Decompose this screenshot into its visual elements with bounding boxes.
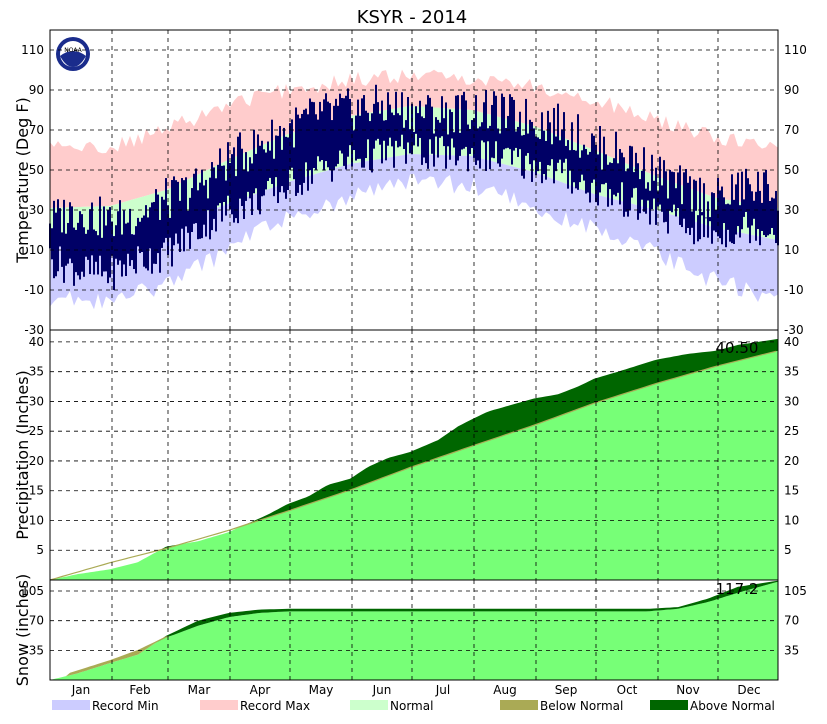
y-tick-label-left: 105 [21, 584, 44, 598]
snow-axis-label: Snow (inches) [13, 574, 32, 686]
legend-swatch [350, 700, 388, 710]
y-tick-label-right: 5 [784, 543, 792, 557]
y-tick-label-left: 35 [29, 365, 44, 379]
precipitation-above-normal [50, 338, 778, 580]
chart-title: KSYR - 2014 [357, 7, 467, 28]
month-label: Dec [737, 683, 760, 697]
y-tick-label-left: 5 [36, 543, 44, 557]
y-tick-label-left: 10 [29, 243, 44, 257]
legend-label: Below Normal [540, 699, 623, 713]
y-tick-label-right: 25 [784, 424, 799, 438]
y-tick-label-right: 30 [784, 394, 799, 408]
precipitation-panel: 40 40 35 35 30 30 25 25 20 20 15 15 10 10 5 5 [29, 329, 799, 581]
y-tick-label-right: 40 [784, 335, 799, 349]
month-label: Mar [188, 683, 211, 697]
legend-swatch [650, 700, 688, 710]
y-tick-label-left: 15 [29, 484, 44, 498]
y-tick-label-right: 70 [784, 614, 799, 628]
y-tick-label-left: 50 [29, 163, 44, 177]
y-tick-label-left: 20 [29, 454, 44, 468]
snow-frame [49, 579, 779, 681]
month-label: Oct [617, 683, 638, 697]
y-tick-label-right: 30 [784, 203, 799, 217]
y-tick-label-right: 20 [784, 454, 799, 468]
y-tick-label-right: 105 [784, 584, 807, 598]
y-tick-label-left: 25 [29, 424, 44, 438]
y-tick-label-right: 15 [784, 484, 799, 498]
month-label: Aug [493, 683, 516, 697]
y-tick-label-right: 110 [784, 43, 807, 57]
y-tick-label-left: 35 [29, 643, 44, 657]
y-tick-label-right: 10 [784, 513, 799, 527]
y-tick-label-right: 70 [784, 123, 799, 137]
month-label: Feb [129, 683, 150, 697]
y-tick-label-right: 50 [784, 163, 799, 177]
y-tick-label-left: 10 [29, 513, 44, 527]
noaa-logo: NOAA [56, 37, 90, 71]
legend-label: Record Min [92, 699, 159, 713]
record-min-band [50, 154, 778, 310]
month-label: May [309, 683, 334, 697]
legend-label: Above Normal [690, 699, 775, 713]
month-label: Jan [71, 683, 91, 697]
precipitation-normal-line [49, 350, 777, 581]
month-label: Jul [435, 683, 450, 697]
temperature-panel: 110 110 90 90 70 70 50 50 30 30 10 10 -10 -10 -30 -30 [21, 29, 807, 337]
y-tick-label-left: -10 [24, 283, 44, 297]
legend: Record Min Record Max Normal Below Normal Ab… [52, 699, 775, 713]
y-tick-label-right: 90 [784, 83, 799, 97]
legend-label: Normal [390, 699, 433, 713]
y-tick-label-right: -10 [784, 283, 804, 297]
precipitation-axis-label: Precipitation (Inches) [13, 370, 32, 540]
precipitation-total-label: 40.50 [716, 339, 759, 357]
temperature-axis-label: Temperature (Deg F) [13, 97, 32, 264]
y-tick-label-left: 110 [21, 43, 44, 57]
y-tick-label-right: 35 [784, 643, 799, 657]
month-label: Nov [676, 683, 699, 697]
y-tick-label-left: 30 [29, 203, 44, 217]
y-tick-label-left: 90 [29, 83, 44, 97]
snow-normal-fill [50, 581, 778, 680]
month-labels: Jan Feb Mar Apr May Jun Jul Aug Sep Oct Nov Dec [71, 683, 761, 697]
month-label: Jun [372, 683, 392, 697]
y-tick-label-left: 70 [29, 614, 44, 628]
month-label: Sep [555, 683, 578, 697]
legend-swatch [500, 700, 538, 710]
legend-label: Record Max [240, 699, 310, 713]
y-tick-label-right: -30 [784, 323, 804, 337]
y-tick-label-left: 70 [29, 123, 44, 137]
y-tick-label-left: 40 [29, 335, 44, 349]
month-label: Apr [250, 683, 271, 697]
observed-temperature-series [49, 84, 779, 290]
noaa-logo-text: NOAA [64, 47, 82, 54]
y-tick-label-left: -30 [24, 323, 44, 337]
legend-swatch [52, 700, 90, 710]
y-tick-label-right: 35 [784, 365, 799, 379]
snow-panel: 105 105 70 70 35 35 [21, 579, 807, 681]
legend-swatch [200, 700, 238, 710]
y-tick-label-left: 30 [29, 394, 44, 408]
snow-total-label: 117.2 [716, 580, 759, 598]
y-tick-label-right: 10 [784, 243, 799, 257]
